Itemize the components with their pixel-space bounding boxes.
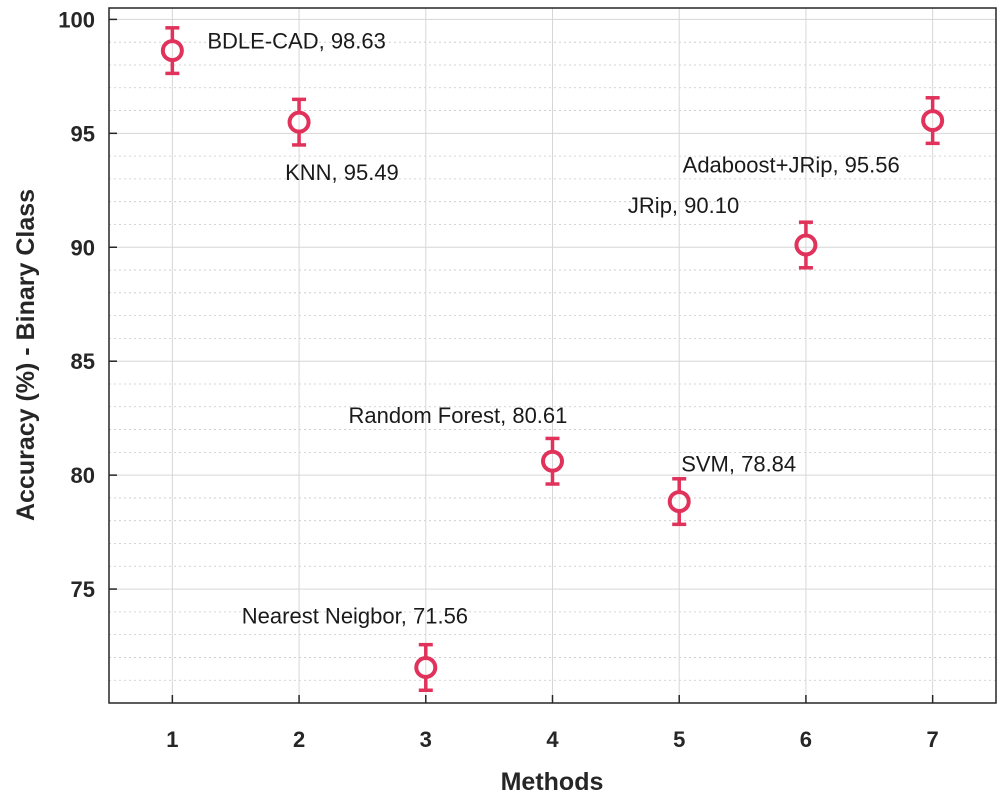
x-tick-label: 6 bbox=[800, 727, 812, 752]
x-tick-label: 5 bbox=[673, 727, 685, 752]
data-label: JRip, 90.10 bbox=[628, 193, 739, 218]
data-label: Adaboost+JRip, 95.56 bbox=[683, 153, 900, 178]
data-points bbox=[160, 26, 945, 692]
x-tick-label: 1 bbox=[166, 727, 178, 752]
data-labels: BDLE-CAD, 98.63 KNN, 95.49 Nearest Neigbor… bbox=[207, 29, 899, 629]
y-axis-title: Accuracy (%) - Binary Class bbox=[12, 189, 40, 521]
data-point bbox=[921, 96, 945, 146]
point-marker bbox=[921, 109, 945, 133]
y-tick-label: 85 bbox=[71, 349, 95, 374]
data-label: Nearest Neigbor, 71.56 bbox=[242, 603, 468, 628]
data-label: KNN, 95.49 bbox=[285, 160, 399, 185]
data-point bbox=[667, 477, 691, 527]
y-tick-label: 90 bbox=[71, 235, 95, 260]
data-point bbox=[287, 97, 311, 147]
data-point bbox=[541, 436, 564, 486]
x-tick-label: 2 bbox=[293, 727, 305, 752]
y-tick-label: 100 bbox=[58, 7, 95, 32]
x-axis-title: Methods bbox=[501, 768, 604, 796]
point-marker bbox=[667, 490, 691, 514]
data-point bbox=[794, 220, 818, 270]
x-axis-ticks: 1 2 3 4 5 6 7 bbox=[166, 695, 939, 752]
y-tick-label: 75 bbox=[71, 577, 95, 602]
x-tick-label: 4 bbox=[546, 727, 559, 752]
data-label: SVM, 78.84 bbox=[681, 452, 796, 477]
point-marker bbox=[287, 110, 311, 134]
y-axis-ticks: 75 80 85 90 95 100 bbox=[58, 7, 117, 602]
data-point bbox=[414, 642, 438, 692]
data-label: Random Forest, 80.61 bbox=[349, 403, 568, 428]
x-tick-label: 3 bbox=[420, 727, 432, 752]
point-marker bbox=[794, 233, 818, 257]
point-marker bbox=[414, 655, 438, 679]
y-tick-label: 80 bbox=[71, 463, 95, 488]
point-marker bbox=[160, 39, 184, 63]
data-point bbox=[160, 26, 184, 76]
point-marker bbox=[541, 449, 564, 473]
data-label: BDLE-CAD, 98.63 bbox=[207, 29, 386, 54]
y-tick-label: 95 bbox=[71, 121, 95, 146]
x-tick-label: 7 bbox=[927, 727, 939, 752]
